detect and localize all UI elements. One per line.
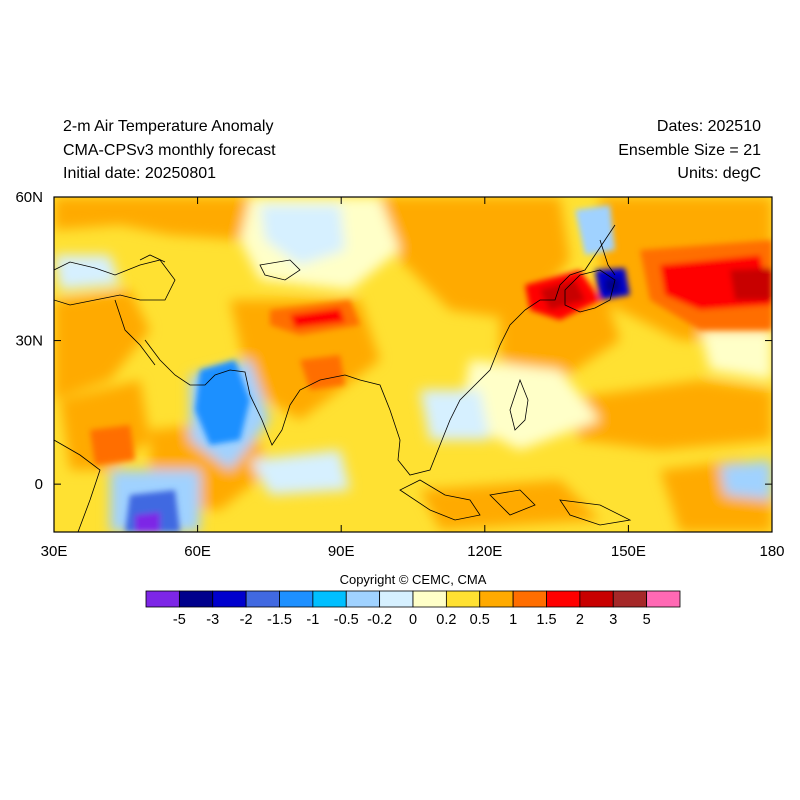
colorbar-label: -0.5 bbox=[334, 612, 359, 628]
initial-date: Initial date: 20250801 bbox=[63, 165, 217, 182]
ensemble-size: Ensemble Size = 21 bbox=[618, 141, 761, 159]
colorbar-labels: -5 -3 -2 -1.5 -1 -0.5 -0.2 0 0.2 0.5 1 1.5 2 3 5 bbox=[173, 612, 651, 628]
longitude-label: 150E bbox=[611, 543, 646, 560]
colorbar-swatch bbox=[145, 590, 180, 608]
colorbar-label: -2 bbox=[240, 612, 253, 628]
colorbar-swatch bbox=[345, 590, 381, 608]
colorbar-label: 5 bbox=[643, 612, 651, 628]
colorbar-label: 1.5 bbox=[536, 612, 556, 628]
colorbar-swatch bbox=[546, 590, 581, 608]
colorbar-swatch bbox=[412, 590, 447, 608]
colorbar-swatch bbox=[212, 590, 247, 608]
colorbar-label: -3 bbox=[206, 612, 219, 628]
coastlines bbox=[54, 224, 632, 532]
colorbar bbox=[145, 590, 681, 608]
latitude-labels: 60N 30N 0 bbox=[15, 189, 43, 493]
axis-ticks bbox=[53, 196, 773, 532]
copyright-notice: Copyright © CEMC, CMA bbox=[339, 572, 487, 587]
forecast-dates: Dates: 202510 bbox=[656, 118, 761, 135]
colorbar-swatch bbox=[312, 590, 347, 608]
colorbar-label: 2 bbox=[576, 612, 584, 628]
colorbar-label: 0.2 bbox=[436, 612, 456, 628]
colorbar-swatch bbox=[612, 590, 648, 608]
colorbar-swatch bbox=[579, 590, 614, 608]
units: Units: degC bbox=[677, 165, 761, 182]
info-block: Dates: 202510 Ensemble Size = 21 Units: … bbox=[618, 117, 761, 188]
colorbar-swatch bbox=[178, 590, 214, 608]
longitude-label: 60E bbox=[184, 543, 211, 560]
latitude-label: 30N bbox=[15, 333, 43, 350]
model-name: CMA-CPSv3 monthly forecast bbox=[63, 141, 276, 159]
colorbar-label: -1.5 bbox=[267, 612, 292, 628]
colorbar-swatch bbox=[445, 590, 481, 608]
colorbar-swatch bbox=[279, 590, 314, 608]
colorbar-label: 0 bbox=[409, 612, 417, 628]
latitude-label: 60N bbox=[15, 189, 43, 206]
colorbar-swatch bbox=[245, 590, 280, 608]
colorbar-swatch bbox=[479, 590, 514, 608]
longitude-label: 90E bbox=[328, 543, 355, 560]
latitude-label: 0 bbox=[35, 476, 43, 493]
map-frame bbox=[53, 196, 773, 533]
colorbar-label: 0.5 bbox=[470, 612, 490, 628]
title-block: 2-m Air Temperature Anomaly CMA-CPSv3 mo… bbox=[63, 117, 276, 188]
plot-title: 2-m Air Temperature Anomaly bbox=[63, 118, 274, 135]
colorbar-label: -5 bbox=[173, 612, 186, 628]
colorbar-label: -0.2 bbox=[367, 612, 392, 628]
colorbar-swatch bbox=[379, 590, 414, 608]
longitude-label: 120E bbox=[467, 543, 502, 560]
colorbar-label: -1 bbox=[306, 612, 319, 628]
colorbar-label: 3 bbox=[609, 612, 617, 628]
colorbar-swatch bbox=[512, 590, 547, 608]
anomaly-field bbox=[54, 197, 772, 532]
longitude-labels: 30E 60E 90E 120E 150E 180 bbox=[41, 543, 785, 560]
longitude-label: 30E bbox=[41, 543, 68, 560]
colorbar-swatch bbox=[646, 590, 681, 608]
colorbar-label: 1 bbox=[509, 612, 517, 628]
longitude-label: 180 bbox=[759, 543, 784, 560]
